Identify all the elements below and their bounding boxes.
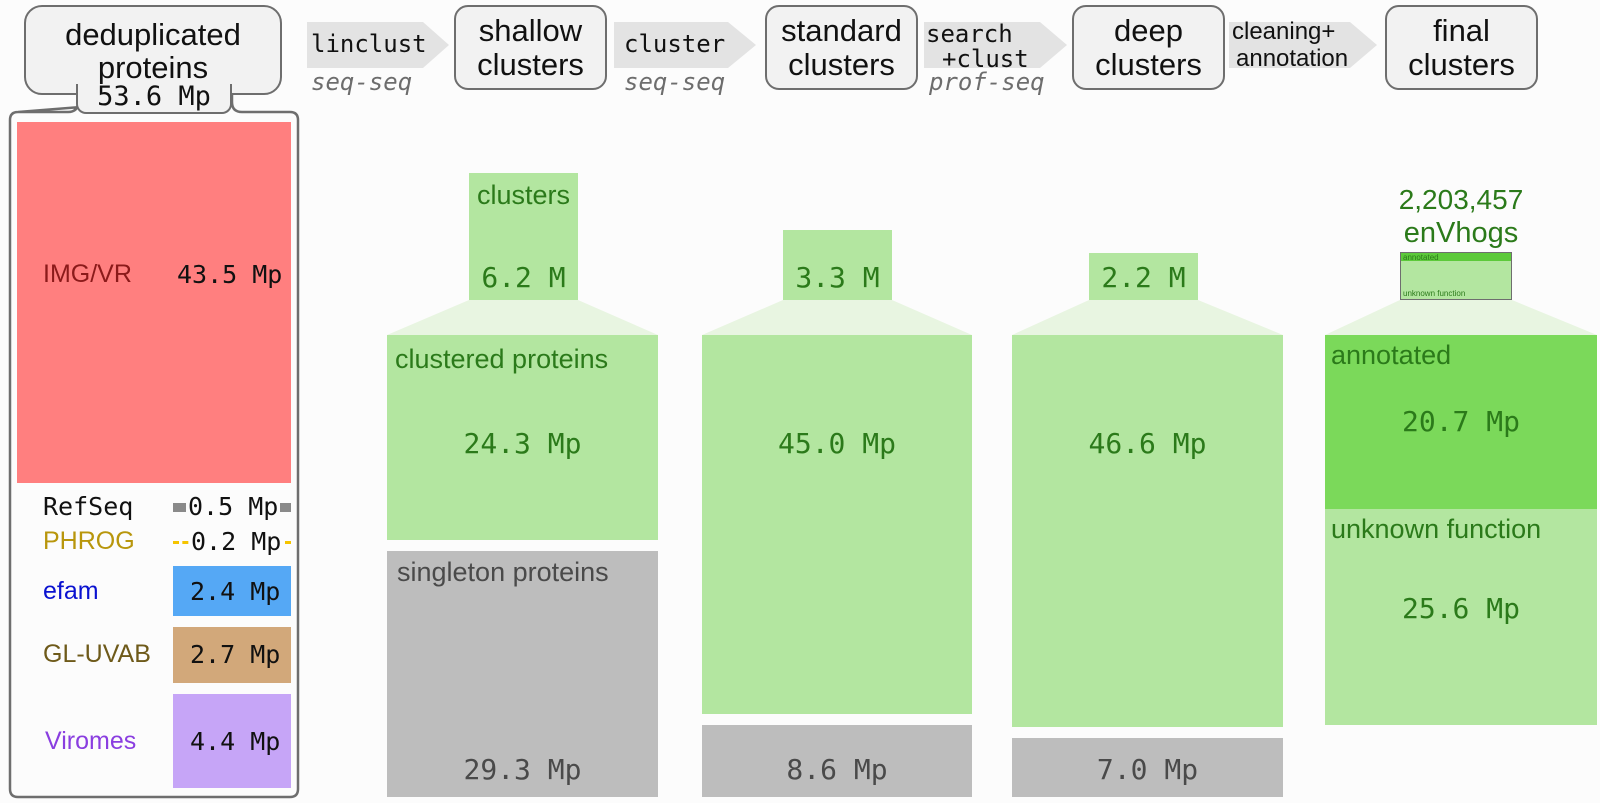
- standard-clusters-value: 3.3 M: [795, 261, 880, 294]
- shallow-clustered-label: clustered proteins: [395, 344, 609, 374]
- step-tool-search: search: [926, 20, 1013, 48]
- stage-standard-line1: standard: [781, 12, 902, 48]
- standard-singleton-value: 8.6 Mp: [786, 753, 888, 786]
- final-annotated-value: 20.7 Mp: [1401, 405, 1520, 438]
- shallow-singleton-block: [387, 551, 658, 797]
- step-arrow-cleaning: [1229, 22, 1377, 68]
- stage-dedup-line2: proteins: [97, 50, 209, 85]
- source-gluvab-name: GL-UVAB: [43, 640, 151, 668]
- stage-standard-line2: clusters: [788, 46, 895, 82]
- source-efam-name: efam: [43, 577, 99, 605]
- shallow-singleton-label: singleton proteins: [397, 557, 609, 587]
- source-viromes-value: 4.4 Mp: [190, 727, 281, 756]
- source-imgvr-value: 43.5 Mp: [177, 260, 283, 289]
- stage-dedup-value: 53.6 Mp: [97, 81, 211, 112]
- deep-clustered-block: [1012, 335, 1283, 727]
- source-refseq-value: 0.5 Mp: [186, 492, 281, 521]
- final-unknown-value: 25.6 Mp: [1401, 592, 1520, 625]
- standard-clustered-block: [702, 335, 972, 714]
- stage-shallow-line2: clusters: [477, 46, 584, 82]
- final-count-value: 2,203,457: [1398, 184, 1524, 215]
- source-viromes-name: Viromes: [45, 727, 137, 755]
- source-phrog-value: 0.2 Mp: [189, 527, 284, 556]
- final-mini-unknown-label: unknown function: [1403, 289, 1466, 298]
- source-imgvr-block: [17, 122, 291, 483]
- stage-deduplicated-proteins: deduplicated proteins: [24, 5, 282, 95]
- step-tool-cluster: cluster: [624, 30, 726, 58]
- funnel-final: [1325, 300, 1597, 335]
- deep-singleton-block: [1012, 738, 1283, 797]
- step-tool-linclust: linclust: [311, 30, 427, 58]
- stage-dedup-line1: deduplicated: [65, 17, 241, 52]
- final-mini-box: annotated unknown function: [1400, 252, 1512, 300]
- stage-final-line1: final: [1433, 12, 1490, 48]
- stage-standard-clusters: standard clusters: [765, 5, 918, 90]
- source-efam-block: [173, 566, 291, 616]
- stage-shallow-line1: shallow: [478, 12, 583, 48]
- final-count-label: enVhogs: [1403, 217, 1519, 249]
- deep-clusters-block: [1089, 253, 1198, 300]
- funnel-shallow: [387, 300, 658, 335]
- stage-deep-line1: deep: [1114, 12, 1183, 48]
- final-unknown-block: [1325, 509, 1597, 725]
- shallow-clustered-block: [387, 335, 658, 540]
- source-imgvr-name: IMG/VR: [43, 260, 132, 288]
- deep-singleton-value: 7.0 Mp: [1096, 753, 1199, 786]
- standard-clustered-value: 45.0 Mp: [777, 427, 896, 460]
- step-mode-prof-seq: prof-seq: [929, 68, 1045, 96]
- deep-clusters-value: 2.2 M: [1101, 261, 1186, 294]
- final-mini-annotated-fill: [1401, 253, 1511, 261]
- source-viromes-block: [173, 694, 291, 788]
- source-refseq-name: RefSeq: [43, 492, 134, 521]
- source-gluvab-block: [173, 627, 291, 683]
- source-gluvab-value: 2.7 Mp: [190, 640, 281, 669]
- shallow-clustered-value: 24.3 Mp: [463, 427, 582, 460]
- step-arrow-cluster: [614, 22, 756, 68]
- shallow-clusters-value: 6.2 M: [481, 261, 566, 294]
- standard-clusters-block: [783, 230, 892, 300]
- shallow-clusters-label: clusters: [476, 180, 571, 210]
- step-mode-linclust: seq-seq: [311, 68, 413, 96]
- final-annotated-label: annotated: [1331, 340, 1452, 370]
- standard-singleton-block: [702, 725, 972, 797]
- step-mode-cluster: seq-seq: [624, 68, 726, 96]
- step-tool-annotation: annotation: [1236, 45, 1349, 72]
- final-unknown-label: unknown function: [1331, 514, 1542, 544]
- source-efam-value: 2.4 Mp: [190, 577, 281, 606]
- funnel-deep: [1012, 300, 1283, 335]
- stage-dedup-notch: 53.6 Mp: [76, 81, 232, 114]
- funnel-standard: [702, 300, 972, 335]
- shallow-singleton-value: 29.3 Mp: [463, 753, 582, 786]
- step-arrow-search-clust: [924, 22, 1067, 68]
- final-annotated-block: [1325, 335, 1597, 509]
- stage-final-clusters: final clusters: [1385, 5, 1538, 90]
- deep-clustered-value: 46.6 Mp: [1088, 427, 1207, 460]
- stage-shallow-clusters: shallow clusters: [454, 5, 607, 90]
- stage-deep-line2: clusters: [1095, 46, 1202, 82]
- source-phrog-name: PHROG: [43, 527, 135, 555]
- final-mini-annotated-label: annotated: [1403, 253, 1439, 262]
- stage-deep-clusters: deep clusters: [1072, 5, 1225, 90]
- shallow-clusters-block: [469, 173, 578, 300]
- step-tool-clust: +clust: [942, 45, 1029, 73]
- stage-final-line2: clusters: [1408, 46, 1515, 82]
- step-tool-cleaning: cleaning+: [1232, 18, 1336, 45]
- step-arrow-linclust: [307, 22, 449, 68]
